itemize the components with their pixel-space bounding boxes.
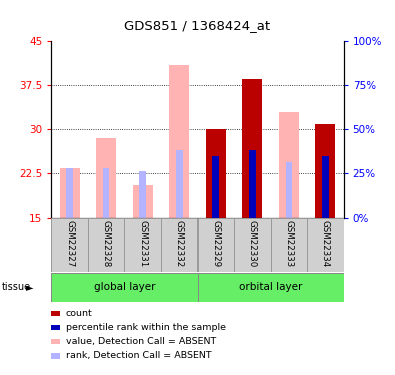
Text: rank, Detection Call = ABSENT: rank, Detection Call = ABSENT (66, 351, 212, 360)
Bar (176, 150, 182, 217)
Text: GSM22334: GSM22334 (321, 220, 330, 267)
Bar (161, 217, 198, 272)
Text: ►: ► (26, 282, 33, 292)
Text: percentile rank within the sample: percentile rank within the sample (66, 323, 226, 332)
Bar (198, 273, 344, 302)
Text: tissue: tissue (2, 282, 31, 292)
Bar (103, 168, 109, 217)
Bar (60, 168, 80, 217)
Bar (133, 185, 153, 218)
Text: GSM22330: GSM22330 (248, 220, 257, 267)
Bar (234, 217, 271, 272)
Bar (315, 123, 335, 218)
Text: GSM22332: GSM22332 (175, 220, 184, 267)
Text: GSM22327: GSM22327 (65, 220, 74, 267)
Bar (139, 171, 146, 217)
Bar (66, 168, 73, 217)
Bar (51, 217, 88, 272)
Text: GSM22333: GSM22333 (284, 220, 293, 267)
Text: global layer: global layer (94, 282, 155, 292)
Text: value, Detection Call = ABSENT: value, Detection Call = ABSENT (66, 337, 216, 346)
Bar (307, 217, 344, 272)
Bar (51, 273, 198, 302)
Bar (322, 156, 329, 218)
Bar (88, 217, 124, 272)
Bar (271, 217, 307, 272)
Bar (169, 65, 189, 218)
Bar (206, 129, 226, 218)
Bar (213, 156, 219, 218)
Text: GDS851 / 1368424_at: GDS851 / 1368424_at (124, 19, 271, 32)
Text: GSM22331: GSM22331 (138, 220, 147, 267)
Text: GSM22328: GSM22328 (102, 220, 111, 267)
Text: count: count (66, 309, 93, 318)
Bar (286, 162, 292, 218)
Bar (198, 217, 234, 272)
Bar (124, 217, 161, 272)
Text: orbital layer: orbital layer (239, 282, 302, 292)
Text: GSM22329: GSM22329 (211, 220, 220, 267)
Bar (279, 112, 299, 218)
Bar (242, 80, 262, 218)
Bar (249, 150, 256, 217)
Bar (96, 138, 116, 218)
